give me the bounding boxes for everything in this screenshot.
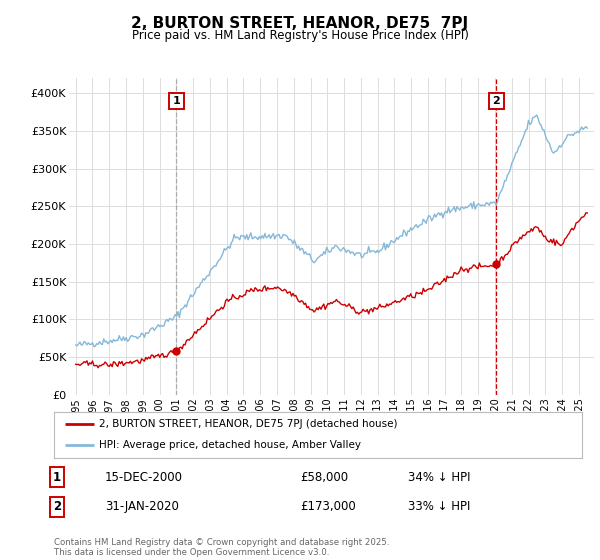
Text: 1: 1 bbox=[172, 96, 180, 106]
Text: 34% ↓ HPI: 34% ↓ HPI bbox=[408, 470, 470, 484]
Text: 2, BURTON STREET, HEANOR, DE75 7PJ (detached house): 2, BURTON STREET, HEANOR, DE75 7PJ (deta… bbox=[99, 419, 397, 429]
Text: 2: 2 bbox=[53, 500, 61, 514]
Text: 1: 1 bbox=[53, 470, 61, 484]
Text: 2: 2 bbox=[493, 96, 500, 106]
Text: HPI: Average price, detached house, Amber Valley: HPI: Average price, detached house, Ambe… bbox=[99, 440, 361, 450]
Text: 31-JAN-2020: 31-JAN-2020 bbox=[105, 500, 179, 514]
Text: £58,000: £58,000 bbox=[300, 470, 348, 484]
Text: Price paid vs. HM Land Registry's House Price Index (HPI): Price paid vs. HM Land Registry's House … bbox=[131, 29, 469, 42]
Text: 15-DEC-2000: 15-DEC-2000 bbox=[105, 470, 183, 484]
Text: £173,000: £173,000 bbox=[300, 500, 356, 514]
Text: 33% ↓ HPI: 33% ↓ HPI bbox=[408, 500, 470, 514]
Text: Contains HM Land Registry data © Crown copyright and database right 2025.
This d: Contains HM Land Registry data © Crown c… bbox=[54, 538, 389, 557]
Text: 2, BURTON STREET, HEANOR, DE75  7PJ: 2, BURTON STREET, HEANOR, DE75 7PJ bbox=[131, 16, 469, 31]
